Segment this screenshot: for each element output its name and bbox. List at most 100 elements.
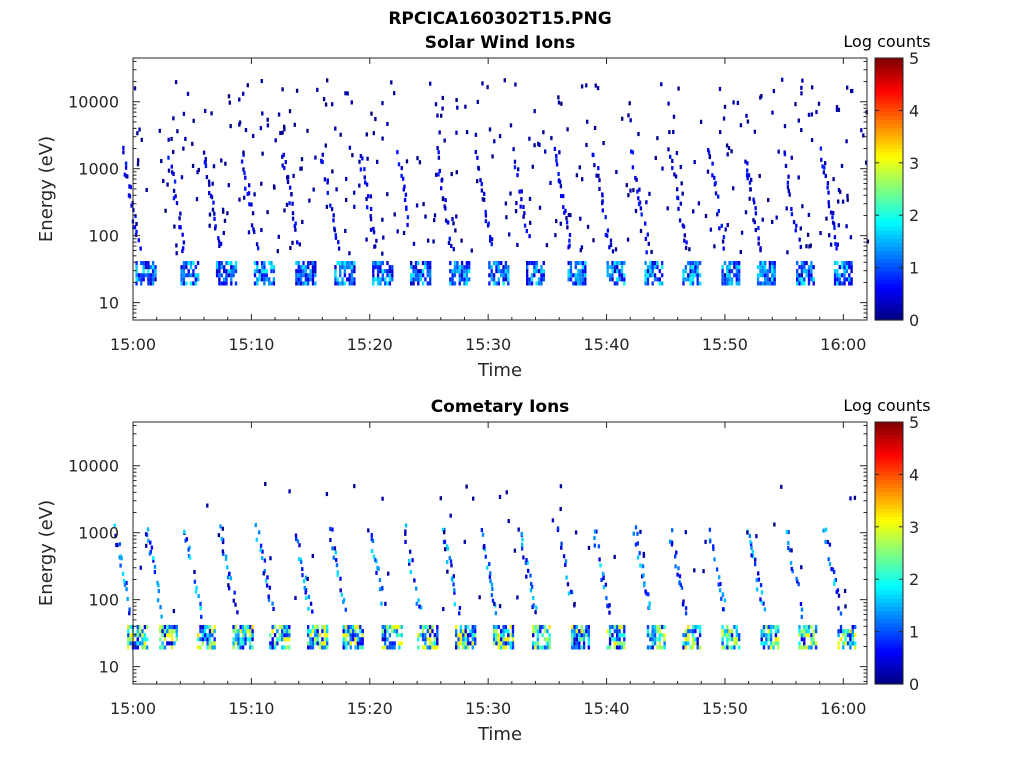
data-cell xyxy=(579,269,582,274)
data-cell xyxy=(386,637,389,642)
data-cell xyxy=(307,273,310,278)
data-cell xyxy=(810,273,813,278)
data-cell xyxy=(239,637,242,642)
data-cell xyxy=(801,78,804,83)
data-cell xyxy=(468,277,471,282)
data-cell xyxy=(265,277,268,282)
x-axis-label: Time xyxy=(477,360,522,381)
data-cell xyxy=(577,261,580,266)
data-cell xyxy=(812,641,815,646)
data-cell xyxy=(582,633,586,638)
data-cell xyxy=(140,277,143,282)
data-cell xyxy=(685,240,688,245)
data-cell xyxy=(350,261,354,266)
data-cell xyxy=(424,645,427,650)
data-cell xyxy=(386,273,389,278)
data-cell xyxy=(142,269,145,274)
data-cell xyxy=(546,641,549,646)
data-cell xyxy=(828,233,831,238)
data-cell xyxy=(721,641,724,646)
data-cell xyxy=(672,129,675,134)
data-cell xyxy=(356,637,360,642)
data-cell xyxy=(215,265,219,270)
data-cell xyxy=(846,197,849,202)
data-cell xyxy=(465,269,469,274)
data-cell xyxy=(311,637,315,642)
data-cell xyxy=(613,625,617,630)
data-cell xyxy=(433,637,437,642)
data-cell xyxy=(754,228,757,233)
data-cell xyxy=(574,273,577,278)
data-cell xyxy=(689,273,692,278)
data-cell xyxy=(463,265,466,270)
data-cell xyxy=(582,645,586,650)
data-cell xyxy=(182,246,185,251)
data-cell xyxy=(509,641,512,646)
data-cell xyxy=(726,637,729,642)
data-cell xyxy=(471,633,474,638)
data-cell xyxy=(182,281,186,286)
data-cell xyxy=(693,568,696,573)
data-cell xyxy=(578,629,581,634)
data-cell xyxy=(162,178,165,183)
data-cell xyxy=(530,277,534,282)
data-cell xyxy=(380,586,384,591)
data-cell xyxy=(353,269,356,274)
data-cell xyxy=(833,261,837,266)
colorbar-segment xyxy=(875,598,903,603)
data-cell xyxy=(121,571,125,576)
data-cell xyxy=(812,281,815,286)
colorbar-segment xyxy=(875,553,903,558)
data-cell xyxy=(646,645,650,650)
data-cell xyxy=(713,175,716,180)
data-cell xyxy=(354,641,357,646)
data-cell xyxy=(637,132,640,137)
data-cell xyxy=(739,250,742,255)
data-cell xyxy=(223,269,226,274)
data-cell xyxy=(471,645,474,650)
data-cell xyxy=(466,645,470,650)
data-cell xyxy=(323,637,326,642)
data-cell xyxy=(386,629,389,634)
data-cell xyxy=(388,633,392,638)
data-cell xyxy=(316,629,319,634)
data-cell xyxy=(723,104,727,109)
data-cell xyxy=(608,245,611,250)
data-cell xyxy=(704,214,708,219)
data-cell xyxy=(768,261,772,266)
data-cell xyxy=(263,269,266,274)
data-cell xyxy=(497,641,500,646)
data-cell xyxy=(381,251,384,256)
data-cell xyxy=(717,209,720,214)
data-cell xyxy=(201,633,205,638)
data-cell xyxy=(228,586,231,591)
data-cell xyxy=(578,637,581,642)
data-cell xyxy=(323,645,326,650)
data-cell xyxy=(379,277,382,282)
data-cell xyxy=(456,269,459,274)
data-cell xyxy=(256,261,259,266)
data-cell xyxy=(366,205,369,210)
data-cell xyxy=(689,645,692,650)
data-cell xyxy=(651,261,654,266)
data-cell xyxy=(602,574,605,579)
colorbar-segment xyxy=(875,287,903,292)
data-cell xyxy=(200,614,203,619)
data-cell xyxy=(601,208,604,213)
data-cell xyxy=(472,496,475,501)
data-cell xyxy=(444,198,447,203)
data-cell xyxy=(786,250,789,255)
data-cell xyxy=(837,593,841,598)
data-cell xyxy=(185,273,188,278)
data-cell xyxy=(147,277,150,282)
data-cell xyxy=(551,518,555,523)
data-cell xyxy=(509,633,512,638)
data-cell xyxy=(263,273,266,278)
data-cell xyxy=(361,641,364,646)
data-cell xyxy=(653,265,657,270)
colorbar-segment xyxy=(875,82,903,88)
data-cell xyxy=(792,220,796,225)
data-cell xyxy=(846,85,849,90)
data-cell xyxy=(457,641,460,646)
